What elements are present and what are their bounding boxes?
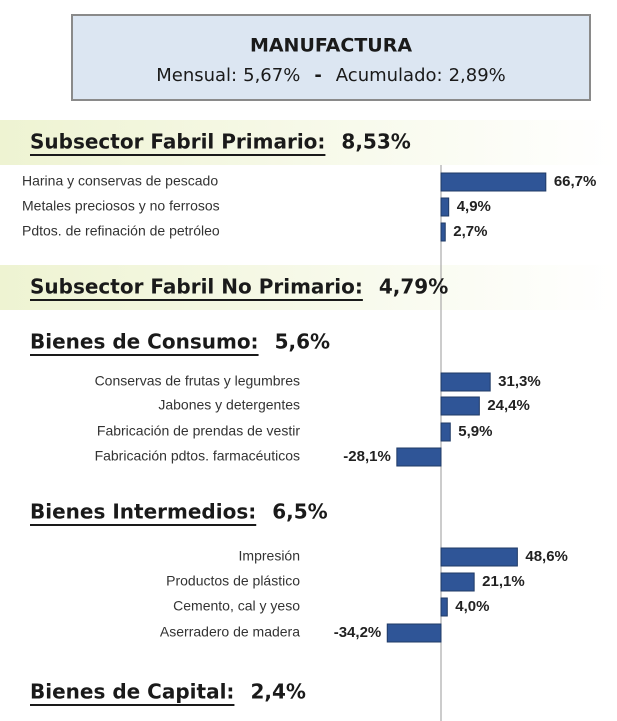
value-label: 4,0% <box>455 598 489 615</box>
value-label: -28,1% <box>343 448 391 465</box>
bar <box>440 572 475 592</box>
category-label: Aserradero de madera <box>160 624 300 640</box>
cumulative-value: 2,89% <box>449 65 506 86</box>
value-label: -34,2% <box>334 624 382 641</box>
category-label: Pdtos. de refinación de petróleo <box>22 223 220 239</box>
value-label: 48,6% <box>525 548 568 565</box>
value-label: 21,1% <box>482 573 525 590</box>
bar <box>440 197 450 217</box>
value-label: 66,7% <box>554 173 597 190</box>
section-title: Bienes de Consumo: <box>30 330 259 354</box>
bar <box>440 222 446 242</box>
band <box>0 120 617 165</box>
bar <box>396 447 442 467</box>
section-value: 5,6% <box>275 330 330 354</box>
bar <box>440 597 448 617</box>
band <box>0 265 617 310</box>
category-label: Metales preciosos y no ferrosos <box>22 198 220 214</box>
bar <box>440 422 451 442</box>
header-subtitle: Mensual: 5,67% - Acumulado: 2,89% <box>156 65 506 86</box>
bar <box>440 172 547 192</box>
bar <box>440 547 518 567</box>
category-label: Impresión <box>239 548 300 564</box>
category-label: Conservas de frutas y legumbres <box>95 373 300 389</box>
header-box <box>71 14 591 101</box>
bar <box>440 396 480 416</box>
section-title: Bienes Intermedios: <box>30 500 256 524</box>
header-title: MANUFACTURA <box>250 35 412 57</box>
section-title: Subsector Fabril No Primario: <box>30 275 363 299</box>
section-value: 4,79% <box>379 275 448 299</box>
bar <box>386 623 442 643</box>
value-label: 31,3% <box>498 373 541 390</box>
section-value: 8,53% <box>341 130 410 154</box>
category-label: Harina y conservas de pescado <box>22 173 218 189</box>
section-title: Subsector Fabril Primario: <box>30 130 325 154</box>
section-title: Bienes de Capital: <box>30 680 234 704</box>
category-label: Jabones y detergentes <box>158 397 300 413</box>
separator: - <box>314 65 321 86</box>
section-value: 6,5% <box>272 500 327 524</box>
value-label: 5,9% <box>458 423 492 440</box>
monthly-label: Mensual: <box>156 65 237 86</box>
cumulative-label: Acumulado: <box>336 65 443 86</box>
category-label: Productos de plástico <box>166 573 300 589</box>
section-value: 2,4% <box>250 680 305 704</box>
category-label: Cemento, cal y yeso <box>173 598 300 614</box>
value-label: 24,4% <box>487 397 530 414</box>
value-label: 4,9% <box>457 198 491 215</box>
category-label: Fabricación de prendas de vestir <box>97 423 300 439</box>
category-label: Fabricación pdtos. farmacéuticos <box>95 448 300 464</box>
value-label: 2,7% <box>453 223 487 240</box>
bar <box>440 372 491 392</box>
monthly-value: 5,67% <box>243 65 300 86</box>
